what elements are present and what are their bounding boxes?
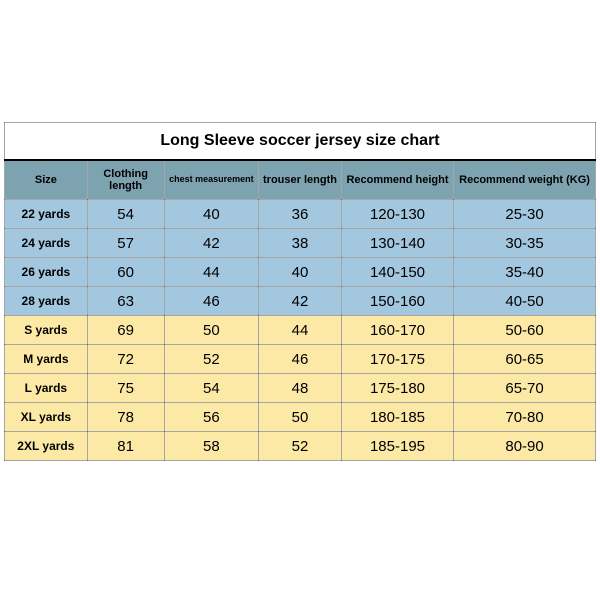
table-cell: 56 <box>164 403 259 432</box>
table-cell: 30-35 <box>454 229 596 258</box>
table-cell: 44 <box>259 316 342 345</box>
table-cell: 52 <box>259 432 342 461</box>
table-cell: 28 yards <box>5 287 88 316</box>
table-cell: 25-30 <box>454 200 596 229</box>
table-cell: 180-185 <box>341 403 453 432</box>
table-cell: 40-50 <box>454 287 596 316</box>
table-cell: 78 <box>87 403 164 432</box>
table-cell: 58 <box>164 432 259 461</box>
size-chart-table-wrap: Long Sleeve soccer jersey size chart Siz… <box>4 122 596 461</box>
table-row: 28 yards634642150-16040-50 <box>5 287 596 316</box>
table-cell: 63 <box>87 287 164 316</box>
table-cell: S yards <box>5 316 88 345</box>
table-row: 26 yards604440140-15035-40 <box>5 258 596 287</box>
table-cell: 36 <box>259 200 342 229</box>
table-row: 24 yards574238130-14030-35 <box>5 229 596 258</box>
col-recommend-weight: Recommend weight (KG) <box>454 160 596 200</box>
table-cell: 24 yards <box>5 229 88 258</box>
table-cell: 52 <box>164 345 259 374</box>
table-cell: 22 yards <box>5 200 88 229</box>
table-row: M yards725246170-17560-65 <box>5 345 596 374</box>
table-cell: 38 <box>259 229 342 258</box>
table-cell: 170-175 <box>341 345 453 374</box>
table-cell: M yards <box>5 345 88 374</box>
table-cell: 160-170 <box>341 316 453 345</box>
table-cell: 72 <box>87 345 164 374</box>
table-cell: 44 <box>164 258 259 287</box>
table-cell: 54 <box>164 374 259 403</box>
table-cell: 185-195 <box>341 432 453 461</box>
table-cell: L yards <box>5 374 88 403</box>
col-chest-measurement: chest measurement <box>164 160 259 200</box>
table-cell: 40 <box>164 200 259 229</box>
header-row: Size Clothing length chest measurement t… <box>5 160 596 200</box>
title-row: Long Sleeve soccer jersey size chart <box>5 123 596 161</box>
table-cell: 54 <box>87 200 164 229</box>
table-cell: 42 <box>164 229 259 258</box>
table-cell: 35-40 <box>454 258 596 287</box>
table-cell: 40 <box>259 258 342 287</box>
table-cell: 75 <box>87 374 164 403</box>
table-title: Long Sleeve soccer jersey size chart <box>5 123 596 161</box>
table-cell: XL yards <box>5 403 88 432</box>
table-cell: 50 <box>259 403 342 432</box>
col-clothing-length: Clothing length <box>87 160 164 200</box>
table-cell: 65-70 <box>454 374 596 403</box>
table-body: 22 yards544036120-13025-3024 yards574238… <box>5 200 596 461</box>
size-chart-table: Long Sleeve soccer jersey size chart Siz… <box>4 122 596 461</box>
table-row: XL yards785650180-18570-80 <box>5 403 596 432</box>
table-row: L yards755448175-18065-70 <box>5 374 596 403</box>
table-row: S yards695044160-17050-60 <box>5 316 596 345</box>
table-cell: 70-80 <box>454 403 596 432</box>
col-size: Size <box>5 160 88 200</box>
table-cell: 69 <box>87 316 164 345</box>
table-cell: 60 <box>87 258 164 287</box>
table-cell: 46 <box>164 287 259 316</box>
col-recommend-height: Recommend height <box>341 160 453 200</box>
table-cell: 50 <box>164 316 259 345</box>
table-cell: 140-150 <box>341 258 453 287</box>
table-row: 2XL yards815852185-19580-90 <box>5 432 596 461</box>
table-cell: 57 <box>87 229 164 258</box>
table-cell: 46 <box>259 345 342 374</box>
table-cell: 175-180 <box>341 374 453 403</box>
table-cell: 2XL yards <box>5 432 88 461</box>
table-cell: 150-160 <box>341 287 453 316</box>
table-cell: 48 <box>259 374 342 403</box>
table-row: 22 yards544036120-13025-30 <box>5 200 596 229</box>
table-cell: 42 <box>259 287 342 316</box>
table-cell: 60-65 <box>454 345 596 374</box>
col-trouser-length: trouser length <box>259 160 342 200</box>
table-cell: 80-90 <box>454 432 596 461</box>
table-cell: 26 yards <box>5 258 88 287</box>
table-cell: 81 <box>87 432 164 461</box>
table-cell: 120-130 <box>341 200 453 229</box>
table-cell: 50-60 <box>454 316 596 345</box>
table-cell: 130-140 <box>341 229 453 258</box>
